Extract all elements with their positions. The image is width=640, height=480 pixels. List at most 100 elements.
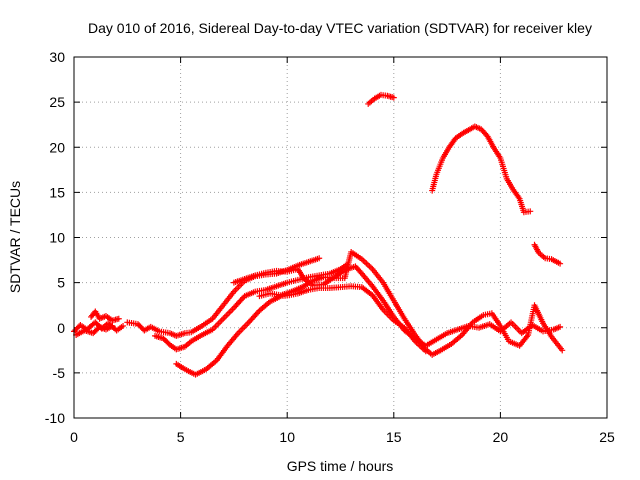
- data-trace: [467, 124, 477, 133]
- data-trace: [98, 313, 108, 322]
- data-trace: [258, 290, 272, 299]
- data-trace: [110, 316, 121, 324]
- data-point: [559, 347, 566, 354]
- data-trace: [550, 257, 562, 266]
- data-trace: [190, 323, 204, 335]
- data-trace: [477, 321, 491, 331]
- data-trace: [381, 281, 396, 302]
- data-point: [120, 322, 127, 329]
- data-trace: [190, 333, 204, 344]
- data-trace: [183, 329, 193, 336]
- data-trace: [370, 293, 385, 312]
- data-trace: [211, 317, 225, 332]
- axis-ticks: 0 5 10 15 20 25 -10 -5 0 5 10 15 20 25 30: [45, 49, 615, 445]
- data-trace: [286, 277, 299, 286]
- x-tick-label: 20: [493, 429, 509, 445]
- data-trace: [247, 309, 262, 324]
- data-trace: [142, 324, 153, 333]
- data-point: [557, 323, 564, 330]
- y-tick-label: 30: [49, 49, 65, 65]
- data-trace: [339, 262, 349, 271]
- data-trace: [104, 314, 114, 323]
- data-trace: [435, 331, 449, 342]
- data-trace: [232, 276, 246, 286]
- data-trace: [434, 157, 446, 176]
- data-trace: [430, 348, 442, 357]
- data-trace: [288, 290, 299, 298]
- data-trace: [504, 177, 516, 191]
- data-trace: [168, 330, 178, 339]
- data-trace: [264, 283, 278, 293]
- series-track-g: [230, 263, 564, 349]
- data-trace: [366, 96, 377, 106]
- x-tick-label: 5: [177, 429, 185, 445]
- y-axis-label: SDTVAR / TECUs: [7, 181, 23, 293]
- data-trace: [549, 335, 564, 352]
- x-tick-label: 10: [279, 429, 295, 445]
- data-trace: [307, 285, 321, 293]
- data-trace: [275, 280, 289, 289]
- data-trace: [210, 303, 225, 321]
- data-trace: [492, 146, 503, 160]
- x-axis-label: GPS time / hours: [287, 458, 394, 474]
- y-tick-label: 15: [49, 184, 65, 200]
- plot-frame: [73, 56, 608, 419]
- data-trace: [449, 333, 464, 346]
- data-trace: [498, 324, 511, 343]
- data-trace: [204, 358, 219, 371]
- data-trace: [544, 255, 553, 262]
- data-trace: [440, 146, 452, 160]
- data-trace: [243, 289, 257, 299]
- data-trace: [454, 131, 464, 141]
- data-trace: [429, 173, 439, 192]
- data-trace: [525, 304, 538, 336]
- data-trace: [445, 327, 459, 336]
- data-marks: [71, 91, 566, 378]
- y-tick-label: 20: [49, 139, 65, 155]
- data-trace: [183, 367, 197, 377]
- series-track-h: [256, 248, 566, 358]
- y-tick-label: 10: [49, 230, 65, 246]
- data-trace: [511, 188, 522, 201]
- data-trace: [360, 257, 374, 271]
- data-trace: [168, 343, 178, 352]
- data-trace: [482, 310, 493, 318]
- series-track-i: [365, 91, 397, 107]
- data-trace: [537, 251, 547, 260]
- data-trace: [402, 317, 417, 337]
- y-tick-label: -10: [45, 410, 65, 426]
- data-trace: [200, 327, 214, 338]
- data-trace: [373, 92, 383, 101]
- data-trace: [473, 124, 483, 132]
- data-trace: [296, 287, 310, 296]
- data-trace: [488, 322, 502, 334]
- data-trace: [161, 336, 172, 347]
- y-tick-label: 0: [57, 320, 65, 336]
- data-trace: [392, 315, 407, 332]
- chart-title: Day 010 of 2016, Sidereal Day-to-day VTE…: [88, 20, 592, 36]
- series-track-c: [88, 308, 122, 324]
- data-trace: [279, 289, 293, 298]
- data-trace: [78, 323, 89, 332]
- data-trace: [360, 272, 375, 288]
- data-trace: [439, 342, 453, 353]
- data-trace: [74, 328, 86, 338]
- data-trace: [243, 273, 257, 282]
- data-trace: [541, 321, 554, 339]
- data-trace: [460, 128, 470, 136]
- data-point: [527, 208, 534, 215]
- data-trace: [370, 267, 385, 284]
- series-track-e: [152, 261, 350, 353]
- data-trace: [232, 294, 247, 310]
- data-trace: [498, 157, 510, 180]
- data-trace: [149, 324, 161, 334]
- data-trace: [391, 299, 407, 320]
- data-trace: [307, 255, 321, 265]
- data-trace: [194, 367, 208, 377]
- data-trace: [300, 278, 315, 290]
- data-point: [316, 255, 323, 262]
- data-trace: [471, 313, 485, 325]
- data-trace: [380, 92, 389, 99]
- data-trace: [386, 93, 396, 101]
- data-trace: [225, 331, 240, 348]
